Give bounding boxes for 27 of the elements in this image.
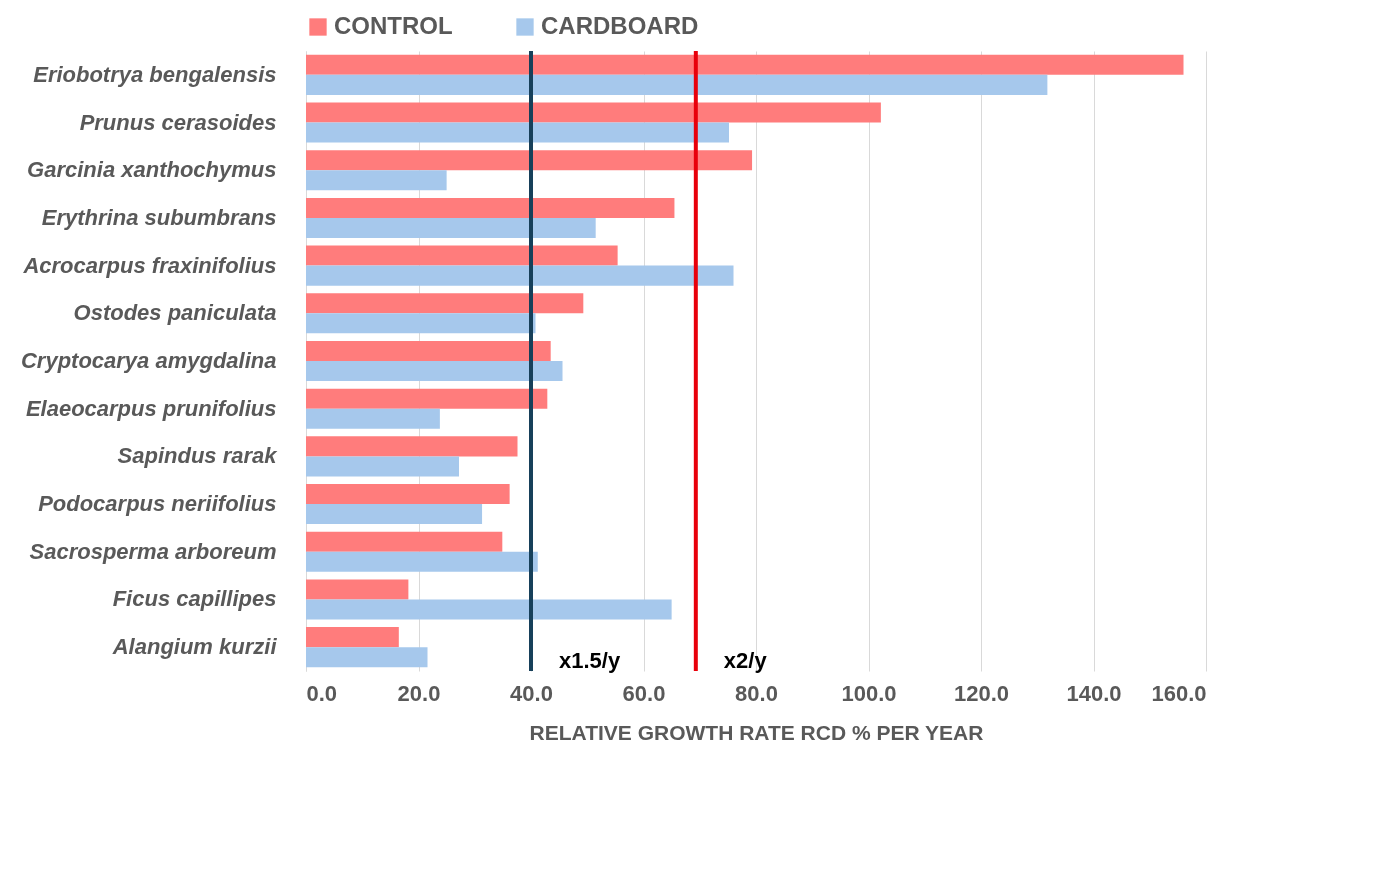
x-tick-label: 0.0 <box>306 680 338 706</box>
x-tick-label: 60.0 <box>622 680 666 706</box>
y-tick-label: Elaeocarpus prunifolius <box>25 395 277 421</box>
y-tick-label: Erythrina subumbrans <box>41 204 277 230</box>
x-axis-title: RELATIVE GROWTH RATE RCD % PER YEAR <box>529 720 984 744</box>
y-tick-label: Cryptocarya amygdalina <box>20 348 277 373</box>
y-tick-label: Garcinia xanthochymus <box>27 157 277 183</box>
x-tick-label: 100.0 <box>841 680 897 706</box>
ref-line-label: x1.5/y <box>559 648 621 673</box>
x-tick-label: 160.0 <box>1151 680 1207 706</box>
x-tick-label: 120.0 <box>953 680 1010 706</box>
x-tick-label: 40.0 <box>510 680 553 706</box>
y-tick-label: Eriobotrya bengalensis <box>33 61 277 87</box>
x-tick-label: 20.0 <box>397 680 441 706</box>
y-tick-label: Alangium kurzii <box>111 634 278 660</box>
x-tick-label: 80.0 <box>735 680 778 706</box>
x-tick-label: 140.0 <box>1066 680 1122 706</box>
y-tick-label: Sacrosperma arboreum <box>29 538 277 564</box>
y-tick-label: Prunus cerasoides <box>79 109 277 135</box>
y-tick-label: Ficus capillipes <box>112 586 277 612</box>
legend-label: CARDBOARD <box>541 12 699 39</box>
y-tick-label: Podocarpus neriifolius <box>38 491 277 517</box>
y-tick-label: Sapindus rarak <box>117 443 279 469</box>
y-tick-label: Ostodes paniculata <box>73 300 277 326</box>
legend-label: CONTROL <box>334 12 453 39</box>
y-tick-label: Acrocarpus fraxinifolius <box>22 252 277 278</box>
ref-line-label: x2/y <box>723 648 768 673</box>
